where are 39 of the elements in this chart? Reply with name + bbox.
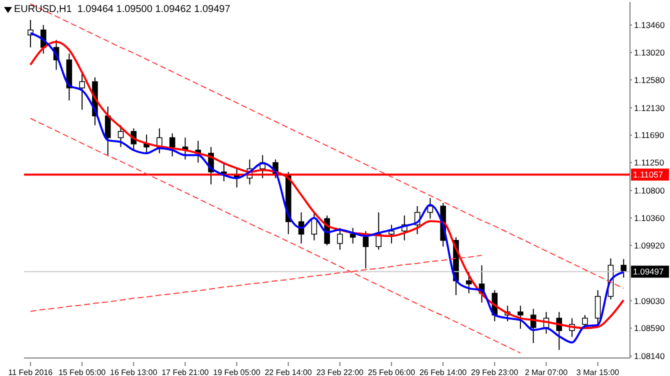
x-tick-label: 17 Feb 21:00 <box>162 368 210 376</box>
y-tick-label: 1.13020 <box>634 47 665 58</box>
candlestick <box>582 314 588 328</box>
x-tick-label: 23 Feb 22:00 <box>316 368 364 376</box>
ref-line-label: 1.11057 <box>633 170 664 180</box>
x-tick-label: 29 Feb 23:00 <box>471 368 519 376</box>
y-tick-label: 1.08140 <box>634 351 665 362</box>
ref-line-label: 1.09497 <box>633 266 664 277</box>
y-tick-label: 1.10800 <box>634 186 665 196</box>
line-series <box>30 118 521 354</box>
x-tick-label: 26 Feb 14:00 <box>419 368 468 376</box>
y-tick-label: 1.09030 <box>634 296 665 306</box>
y-tick-label: 1.12130 <box>634 102 665 113</box>
x-tick-label: 19 Feb 05:00 <box>213 368 261 376</box>
candlestick <box>518 305 524 330</box>
candlestick <box>362 230 369 269</box>
x-tick-label: 22 Feb 14:00 <box>264 368 312 376</box>
x-tick-label: 25 Feb 06:00 <box>368 368 416 376</box>
candlestick <box>337 227 343 250</box>
candlestick <box>79 72 85 110</box>
candlestick <box>620 258 627 278</box>
x-tick-label: 2 Mar 07:00 <box>524 368 568 376</box>
candlestick <box>118 124 124 148</box>
candlestick <box>104 106 111 156</box>
y-tick-label: 1.13460 <box>634 20 665 30</box>
chart-title: EURUSD,H1 1.09464 1.09500 1.09462 1.09497 <box>14 4 230 15</box>
y-tick-label: 1.11250 <box>634 158 664 168</box>
x-tick-label: 15 Feb 05:00 <box>58 368 106 376</box>
candlestick <box>594 290 601 325</box>
x-tick-label: 3 Mar 15:00 <box>576 368 620 376</box>
x-tick-label: 16 Feb 13:00 <box>110 368 158 376</box>
y-tick-label: 1.12580 <box>634 74 665 85</box>
x-tick-label: 11 Feb 2016 <box>8 368 54 376</box>
candlestick <box>466 270 472 294</box>
y-tick-label: 1.10360 <box>634 212 665 223</box>
y-tick-label: 1.08590 <box>634 323 665 334</box>
y-tick-label: 1.09920 <box>634 240 665 250</box>
candlestick <box>388 224 394 244</box>
y-tick-label: 1.11690 <box>634 130 664 140</box>
